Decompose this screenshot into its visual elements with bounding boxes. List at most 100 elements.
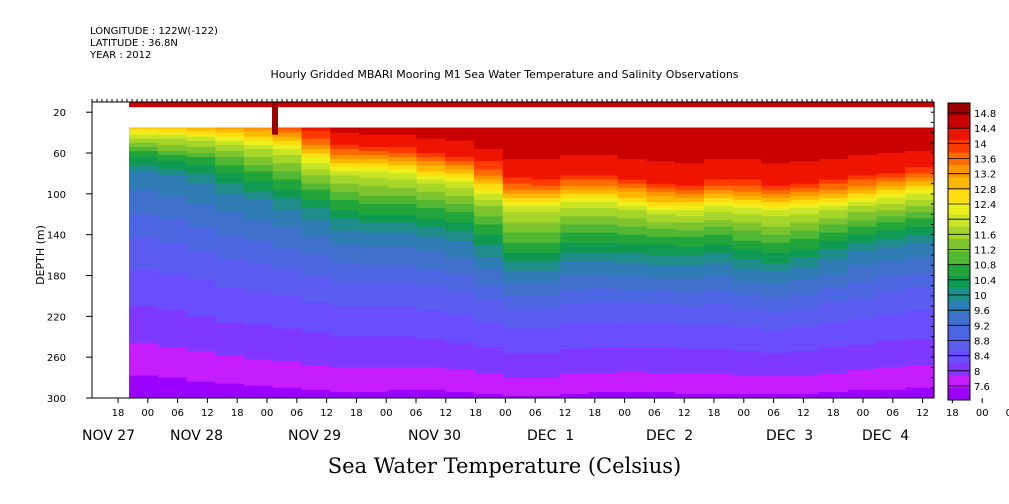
colorbar-label: 13.6 bbox=[974, 155, 996, 166]
colorbar-label: 11.6 bbox=[974, 230, 996, 241]
x-hour-label: 18 bbox=[827, 408, 840, 419]
colorbar-swatch bbox=[948, 164, 970, 178]
x-hour-label: 00 bbox=[857, 408, 870, 419]
x-hour-label: 00 bbox=[261, 408, 274, 419]
colorbar-label: 10.4 bbox=[974, 276, 996, 287]
colorbar-label: 8.4 bbox=[974, 352, 990, 363]
x-hour-label: 12 bbox=[916, 408, 929, 419]
x-day-label: DEC 2 bbox=[646, 428, 693, 444]
colorbar-label: 13.2 bbox=[974, 170, 996, 181]
x-hour-label: 12 bbox=[439, 408, 452, 419]
y-tick-label: 100 bbox=[47, 190, 66, 201]
y-axis: 20 60 100 140 180 220 260 300 bbox=[47, 99, 934, 405]
x-hour-label: 18 bbox=[469, 408, 482, 419]
x-hour-label: 12 bbox=[797, 408, 810, 419]
y-tick-label: 180 bbox=[47, 272, 66, 283]
colorbar-label: 8.8 bbox=[974, 337, 990, 348]
x-hour-label: 00 bbox=[737, 408, 750, 419]
x-hour-label: 12 bbox=[678, 408, 691, 419]
colorbar-label: 9.6 bbox=[974, 306, 990, 317]
colorbar: 14.8 14.4 14 13.6 13.2 12.8 12.4 12 11.6 11.2 10.8… bbox=[947, 102, 996, 401]
x-day-label: DEC 3 bbox=[766, 428, 813, 444]
colorbar-swatch bbox=[948, 325, 970, 339]
plot-frame bbox=[91, 101, 935, 399]
colorbar-label: 12.4 bbox=[974, 200, 996, 211]
y-tick-label: 300 bbox=[47, 394, 66, 405]
x-hour-label: 12 bbox=[559, 408, 572, 419]
colorbar-swatch bbox=[948, 263, 970, 277]
y-tick-label: 260 bbox=[47, 353, 66, 364]
colorbar-swatch bbox=[948, 301, 970, 314]
x-hour-label: 06 bbox=[886, 408, 899, 419]
colorbar-swatch bbox=[948, 350, 970, 364]
colorbar-label: 14.8 bbox=[974, 109, 996, 120]
x-day-label: NOV 28 bbox=[170, 428, 223, 444]
colorbar-swatch bbox=[948, 127, 970, 141]
colorbar-label: 14.4 bbox=[974, 124, 996, 135]
longitude-text: LONGITUDE : 122W(-122) bbox=[90, 26, 218, 37]
colorbar-label: 9.2 bbox=[974, 321, 990, 332]
colorbar-label: 14 bbox=[974, 139, 987, 150]
colorbar-label: 12.8 bbox=[974, 185, 996, 196]
x-axis-title: Sea Water Temperature (Celsius) bbox=[327, 454, 682, 478]
x-hour-label: 06 bbox=[410, 408, 423, 419]
x-hour-label: 00 bbox=[380, 408, 393, 419]
colorbar-swatch bbox=[948, 239, 970, 252]
colorbar-swatch bbox=[948, 214, 970, 228]
heatmap-fill bbox=[129, 102, 935, 399]
colorbar-swatch bbox=[948, 338, 970, 351]
colorbar-swatch bbox=[948, 226, 970, 240]
colorbar-swatch bbox=[948, 189, 970, 203]
x-hour-label: 18 bbox=[588, 408, 601, 419]
colorbar-swatch bbox=[948, 387, 970, 401]
x-hour-label: 18 bbox=[946, 408, 959, 419]
colorbar-label: 7.6 bbox=[974, 382, 990, 393]
colorbar-swatch bbox=[948, 152, 970, 166]
x-hour-label: 18 bbox=[231, 408, 244, 419]
x-hour-label: 00 bbox=[976, 408, 989, 419]
y-tick-label: 20 bbox=[53, 108, 66, 119]
x-day-label: NOV 29 bbox=[288, 428, 341, 444]
y-tick-label: 140 bbox=[47, 231, 66, 242]
colorbar-label: 10.8 bbox=[974, 261, 996, 272]
year-text: YEAR : 2012 bbox=[90, 50, 152, 61]
colorbar-swatch bbox=[948, 103, 970, 116]
x-hour-label: 00 bbox=[618, 408, 631, 419]
x-hour-label: 06 bbox=[529, 408, 542, 419]
x-hour-label: 06 bbox=[1006, 408, 1009, 419]
x-hour-label: 18 bbox=[708, 408, 721, 419]
colorbar-label: 10 bbox=[974, 291, 987, 302]
colorbar-swatch bbox=[948, 140, 970, 153]
x-axis: 18 00 06 12 18 00 06 12 18 00 06 12 18 00 06 12 18 00 06 12… bbox=[82, 398, 1009, 444]
latitude-text: LATITUDE : 36.8N bbox=[90, 38, 178, 49]
y-axis-label: DEPTH (m) bbox=[34, 225, 47, 285]
colorbar-swatch bbox=[948, 251, 970, 265]
y-tick-label: 60 bbox=[53, 149, 66, 160]
colorbar-swatch bbox=[948, 202, 970, 215]
chart-title: Hourly Gridded MBARI Mooring M1 Sea Wate… bbox=[270, 68, 739, 81]
colorbar-label: 11.2 bbox=[974, 246, 996, 257]
x-hour-label: 06 bbox=[171, 408, 184, 419]
x-hour-label: 00 bbox=[499, 408, 512, 419]
x-hour-label: 06 bbox=[767, 408, 780, 419]
x-day-label: DEC 1 bbox=[527, 428, 574, 444]
x-hour-label: 18 bbox=[112, 408, 125, 419]
x-hour-label: 06 bbox=[290, 408, 303, 419]
x-hour-label: 12 bbox=[320, 408, 333, 419]
y-tick-label: 220 bbox=[47, 312, 66, 323]
colorbar-swatch bbox=[948, 276, 970, 290]
x-hour-label: 06 bbox=[648, 408, 661, 419]
colorbar-label: 8 bbox=[974, 367, 980, 378]
x-day-label: NOV 27 bbox=[82, 428, 135, 444]
x-hour-label: 00 bbox=[141, 408, 154, 419]
x-hour-label: 18 bbox=[350, 408, 363, 419]
x-day-label: NOV 30 bbox=[408, 428, 461, 444]
colorbar-swatch bbox=[948, 313, 970, 327]
x-hour-label: 12 bbox=[201, 408, 214, 419]
colorbar-swatch bbox=[948, 115, 970, 129]
colorbar-swatch bbox=[948, 362, 970, 376]
x-day-label: DEC 4 bbox=[862, 428, 909, 444]
colorbar-label: 12 bbox=[974, 215, 987, 226]
colorbar-swatch bbox=[948, 375, 970, 389]
